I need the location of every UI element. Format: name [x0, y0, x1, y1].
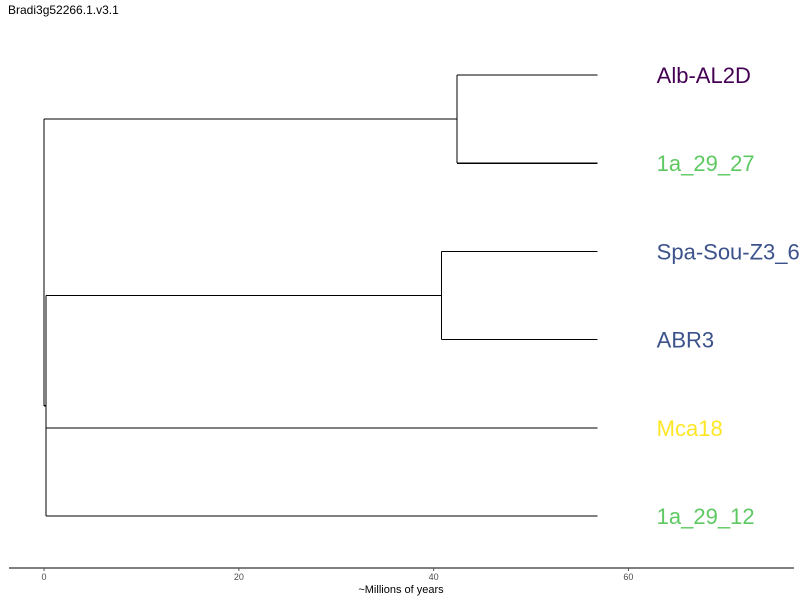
x-axis-ticks: 0 20 40 60: [42, 568, 633, 582]
leaf-label: Mca18: [657, 416, 723, 441]
x-axis: 0 20 40 60 ~Millions of years: [9, 567, 794, 596]
branches: [43, 74, 598, 517]
leaf-label: ABR3: [657, 328, 714, 353]
x-tick-label: 40: [429, 572, 439, 582]
leaf-label: 1a_29_27: [657, 151, 755, 176]
leaf-label: Spa-Sou-Z3_6: [657, 239, 800, 264]
leaf-label: 1a_29_12: [657, 504, 755, 529]
x-axis-title: ~Millions of years: [358, 584, 444, 596]
page-title: Bradi3g52266.1.v3.1: [8, 3, 119, 17]
leaf-labels: Alb-AL2D 1a_29_27 Spa-Sou-Z3_6 ABR3 Mca18 1a_…: [657, 63, 800, 529]
x-tick-label: 60: [623, 572, 633, 582]
x-tick-label: 0: [42, 572, 47, 582]
leaf-label: Alb-AL2D: [657, 63, 751, 88]
x-tick-label: 20: [234, 572, 244, 582]
